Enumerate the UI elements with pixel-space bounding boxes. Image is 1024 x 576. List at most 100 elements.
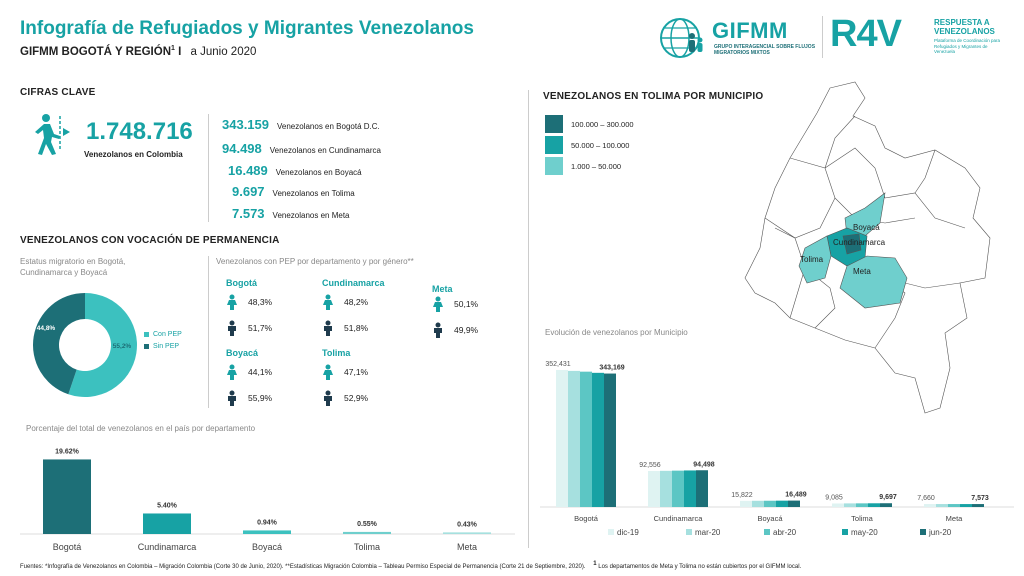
evo-legend-label: abr-20 (773, 528, 797, 537)
evo-bar (672, 470, 684, 507)
gender-male-pct: 52,9% (344, 393, 369, 403)
evo-bar (972, 504, 984, 507)
evo-category-label: Meta (946, 514, 964, 523)
gender-female-pct: 48,2% (344, 297, 369, 307)
evo-last-label: 16,489 (785, 492, 807, 499)
gender-row-female: 47,1% (322, 362, 368, 382)
gender-row-female: 44,1% (226, 362, 272, 382)
kpi-label: Venezolanos en Cundinamarca (269, 146, 381, 155)
evo-first-label: 352,431 (545, 361, 570, 368)
pct-bar-label: 0.43% (457, 521, 478, 528)
evo-bar (868, 503, 880, 507)
evo-first-label: 9,085 (825, 494, 843, 501)
pep-caption: Venezolanos con PEP por departamento y p… (216, 257, 414, 266)
cifras-divider (208, 114, 209, 222)
map-region-bogota (842, 233, 862, 255)
evo-bar (844, 503, 856, 507)
evo-bar (948, 504, 960, 507)
pct-bar (143, 513, 191, 534)
legend-swatch (144, 331, 149, 337)
pct-bar (343, 531, 391, 534)
right-section-divider (528, 90, 529, 548)
kpi-row-cundinamarca: 94.498 Venezolanos en Cundinamarca (222, 141, 381, 157)
pct-category-label: Meta (457, 542, 477, 552)
legend-label: 50.000 – 100.000 (571, 140, 630, 150)
r4v-title: RESPUESTA A VENEZOLANOS (934, 18, 995, 36)
kpi-value: 343.159 (222, 117, 269, 132)
evo-last-label: 9,697 (879, 494, 897, 501)
gender-block-bogota: Bogotá 48,3% 51,7% (226, 278, 272, 338)
pct-bar (243, 530, 291, 534)
gender-female-pct: 50,1% (454, 299, 479, 309)
subtitle-region: GIFMM BOGOTÁ Y REGIÓN (20, 45, 171, 58)
map-legend-high: 100.000 – 300.000 (545, 115, 634, 133)
evo-bar (880, 503, 892, 507)
evo-bar (924, 504, 936, 507)
donut-slice-sin-pep (32, 293, 85, 395)
kpi-row-bogota: 343.159 Venezolanos en Bogotá D.C. (222, 117, 380, 133)
gifmm-logo: GIFMM GRUPO INTERAGENCIAL SOBRE FLUJOS M… (658, 16, 818, 60)
gender-female-pct: 47,1% (344, 367, 369, 377)
pct-category-label: Boyacá (252, 542, 282, 552)
kpi-value: 7.573 (232, 206, 265, 221)
pep-donut-chart: 55,2% 44,8% (32, 293, 137, 397)
evo-bar (556, 369, 568, 507)
evo-legend-swatch (686, 529, 692, 535)
woman-icon (227, 364, 237, 380)
gender-row-male: 51,7% (226, 318, 272, 338)
legend-swatch (545, 157, 563, 175)
evo-bar (764, 500, 776, 507)
evo-bar (856, 503, 868, 507)
donut-label-sin-pep: 44,8% (37, 325, 56, 332)
woman-icon (323, 364, 333, 380)
gender-dept: Bogotá (226, 278, 257, 288)
evo-bar (740, 500, 752, 507)
subtitle-sup: 1 (171, 45, 175, 52)
r4v-wordmark: R4V (830, 13, 902, 55)
pct-bar (443, 532, 491, 534)
legend-swatch (144, 343, 149, 349)
map-label-cundinamarca: Cundinamarca (833, 238, 886, 247)
evolution-bar-chart: 352,431 343,169 Bogotá 92,556 94,498 Cundinam… (540, 361, 1014, 537)
kpi-value: 16.489 (228, 163, 268, 178)
gender-block-boyaca: Boyacá 44,1% 55,9% (226, 348, 272, 408)
cifras-heading: CIFRAS CLAVE (20, 87, 96, 98)
evo-last-label: 94,498 (693, 461, 715, 468)
evo-category-label: Cundinamarca (654, 514, 704, 523)
man-icon (228, 320, 236, 336)
gender-dept: Meta (432, 284, 453, 294)
r4v-line2: VENEZOLANOS (934, 27, 995, 36)
legend-label: Sin PEP (153, 342, 180, 350)
page-title: Infografía de Refugiados y Migrantes Ven… (20, 18, 474, 39)
evo-bar (660, 470, 672, 507)
kpi-row-boyaca: 16.489 Venezolanos en Boyacá (228, 163, 362, 179)
r4v-caption: Plataforma de Coordinación para Refugiad… (934, 38, 1001, 54)
evo-last-label: 343,169 (599, 365, 624, 372)
logo-divider (822, 16, 823, 58)
gender-dept: Cundinamarca (322, 278, 385, 288)
gender-row-female: 48,3% (226, 292, 272, 312)
evo-legend-label: may-20 (851, 528, 878, 537)
legend-label: 1.000 – 50.000 (571, 161, 622, 171)
gender-male-pct: 51,7% (248, 323, 273, 333)
permanencia-heading: VENEZOLANOS CON VOCACIÓN DE PERMANENCIA (20, 235, 280, 246)
evo-bar (788, 500, 800, 507)
evo-category-label: Tolima (851, 514, 874, 523)
evo-bar (592, 372, 604, 507)
evo-bar (936, 504, 948, 507)
evo-first-label: 7,660 (917, 495, 935, 502)
donut-caption-2: Cundinamarca y Boyacá (20, 268, 108, 277)
evo-bar (580, 371, 592, 507)
kpi-row-tolima: 9.697 Venezolanos en Tolima (232, 184, 355, 200)
gender-dept: Tolima (322, 348, 351, 358)
permanencia-divider (208, 256, 209, 408)
evo-bar (696, 470, 708, 507)
map-label-meta: Meta (853, 267, 871, 276)
gender-male-pct: 49,9% (454, 325, 479, 335)
evo-legend-swatch (842, 529, 848, 535)
gender-row-male: 55,9% (226, 388, 272, 408)
total-venezolanos-value: 1.748.716 (86, 118, 193, 145)
legend-swatch (545, 115, 563, 133)
pct-bar-chart: 19.62% Bogotá 5.40% Cundinamarca 0.94% Boyacá… (20, 448, 515, 552)
evo-legend-label: dic-19 (617, 528, 639, 537)
